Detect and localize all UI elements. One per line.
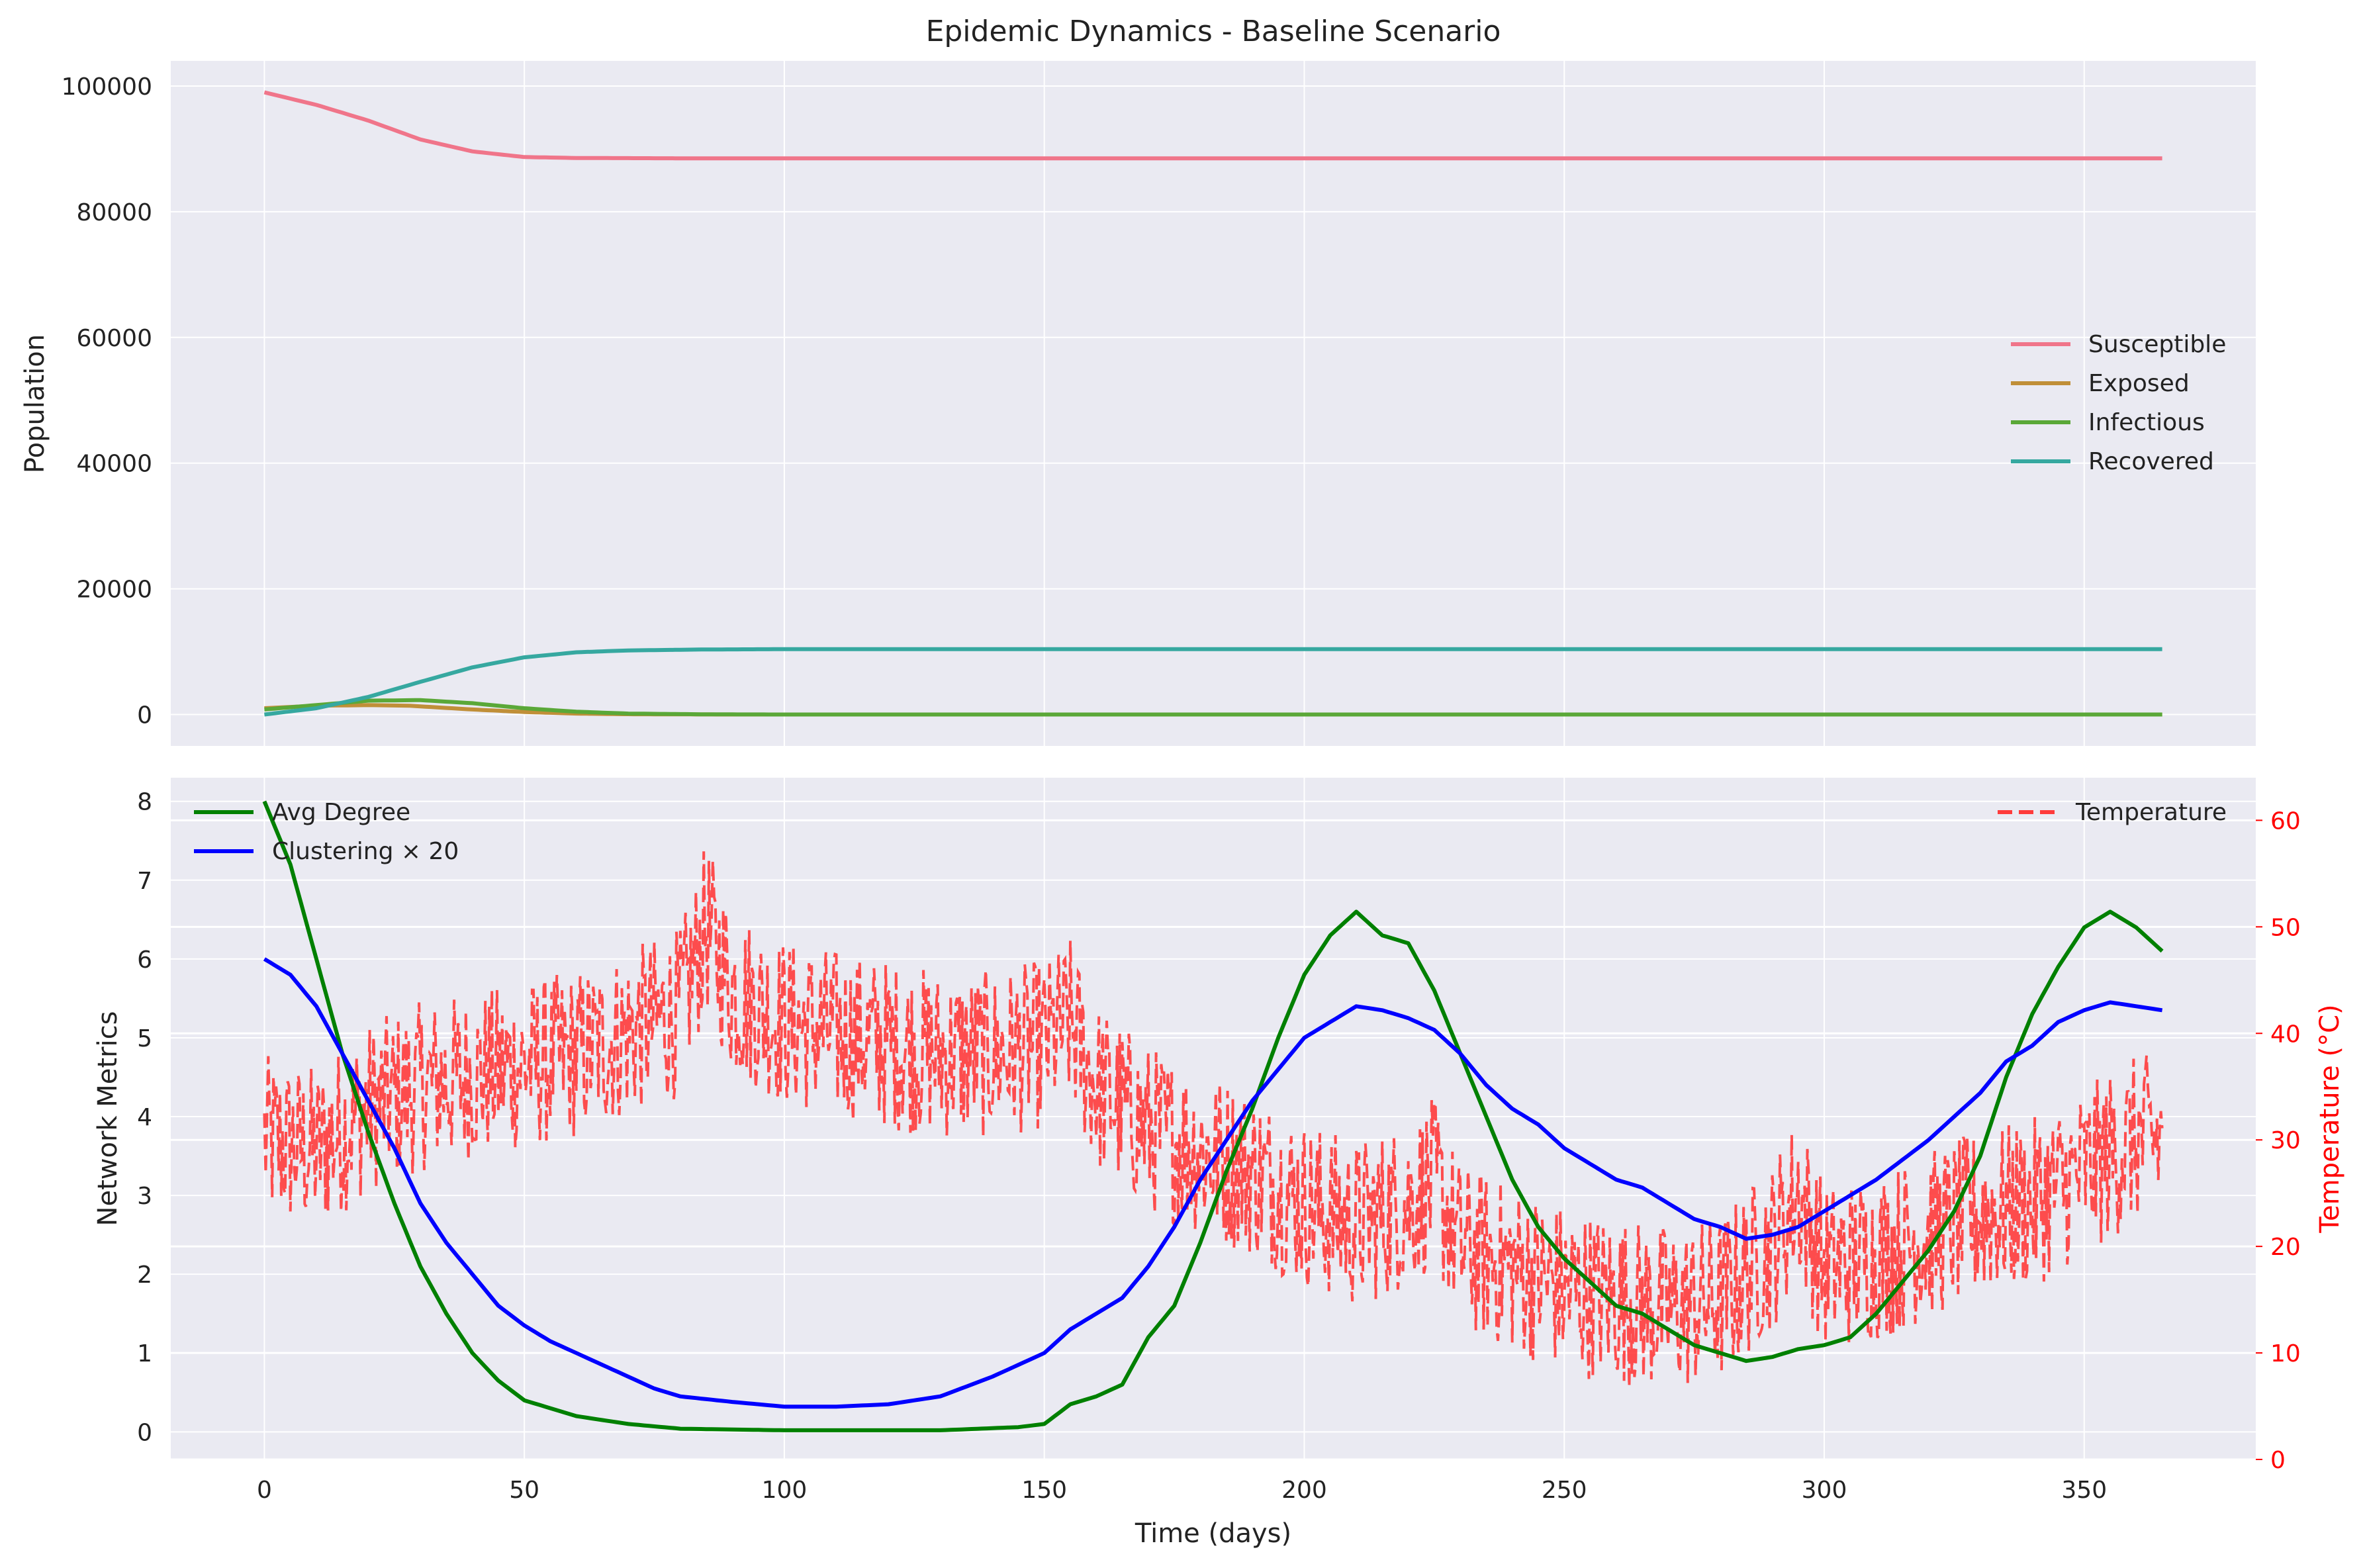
series-line-avg-degree	[262, 800, 2164, 1432]
y-tick-label: 7	[137, 868, 152, 895]
y-tick-label: 6	[137, 946, 152, 974]
top-gridlines	[171, 61, 2256, 746]
y-tick-label: 2	[137, 1262, 152, 1289]
y2-tick-label: 0	[2270, 1447, 2286, 1474]
y-tick-label: 40000	[76, 451, 152, 478]
network-panel: 0 50 100 150 200 250 300 350 0 1 2 3 4 5 6 7 8 0 10 20 30 40 5…	[93, 778, 2345, 1549]
bottom-gridlines	[171, 778, 2256, 1461]
top-y-axis-label: Population	[20, 334, 50, 473]
y-tick-label: 100000	[62, 73, 152, 101]
y2-tick-label: 30	[2270, 1127, 2301, 1154]
x-tick-label: 200	[1281, 1477, 1327, 1504]
y-tick-label: 80000	[76, 199, 152, 226]
series-line-susceptible	[263, 90, 2162, 161]
y-tick-label: 20000	[76, 576, 152, 604]
bottom-plot-area	[171, 778, 2256, 1459]
y2-tick-label: 20	[2270, 1234, 2301, 1261]
x-tick-label: 150	[1021, 1477, 1067, 1504]
bottom-tick-labels: 0 50 100 150 200 250 300 350 0 1 2 3 4 5 6 7 8 0 10 20 30 40 5…	[137, 789, 2301, 1504]
bottom-right-legend: Temperature	[1998, 799, 2227, 826]
y2-tick-label: 10	[2270, 1340, 2301, 1367]
temperature-axis-label: Temperature (°C)	[2315, 1004, 2345, 1233]
x-axis-label: Time (days)	[1135, 1518, 1291, 1549]
series-line-temperature	[263, 851, 2164, 1387]
y2-tick-label: 50	[2270, 914, 2301, 941]
series-line-recovered	[264, 647, 2162, 717]
y2-tick-label: 60	[2270, 807, 2301, 835]
top-legend: Susceptible Exposed Infectious Recovered	[2011, 331, 2226, 475]
legend-label-clustering: Clustering × 20	[272, 838, 459, 865]
network-lines	[262, 800, 2164, 1432]
y-tick-label: 60000	[76, 325, 152, 352]
y-tick-label: 0	[137, 702, 152, 729]
x-tick-label: 50	[509, 1477, 539, 1504]
top-tick-labels: 0 20000 40000 60000 80000 100000	[62, 73, 152, 729]
y2-tick-label: 40	[2270, 1021, 2301, 1048]
legend-label-infectious: Infectious	[2088, 409, 2205, 436]
chart-title: Epidemic Dynamics - Baseline Scenario	[926, 15, 1501, 48]
y-tick-label: 0	[137, 1419, 152, 1446]
bottom-left-legend: Avg Degree Clustering × 20	[194, 799, 459, 865]
y-tick-label: 8	[137, 789, 152, 816]
population-panel: 0 20000 40000 60000 80000 100000 Population S…	[20, 61, 2256, 746]
series-line-clustering-20	[263, 957, 2163, 1409]
x-tick-label: 250	[1542, 1477, 1587, 1504]
bottom-y-axis-label: Network Metrics	[93, 1011, 123, 1226]
legend-label-recovered: Recovered	[2088, 448, 2214, 475]
top-plot-area	[171, 61, 2256, 746]
x-tick-label: 350	[2061, 1477, 2107, 1504]
x-tick-label: 100	[762, 1477, 808, 1504]
x-tick-label: 0	[257, 1477, 272, 1504]
legend-label-temperature: Temperature	[2075, 799, 2227, 826]
legend-label-avg-degree: Avg Degree	[272, 799, 410, 826]
legend-label-susceptible: Susceptible	[2088, 331, 2226, 358]
y-tick-label: 3	[137, 1183, 152, 1210]
y-tick-label: 1	[137, 1340, 152, 1367]
series-line-infectious	[264, 698, 2162, 717]
x-tick-label: 300	[1802, 1477, 1847, 1504]
legend-label-exposed: Exposed	[2088, 370, 2190, 397]
y-tick-label: 4	[137, 1104, 152, 1131]
population-lines	[263, 90, 2162, 717]
y-tick-label: 5	[137, 1025, 152, 1052]
